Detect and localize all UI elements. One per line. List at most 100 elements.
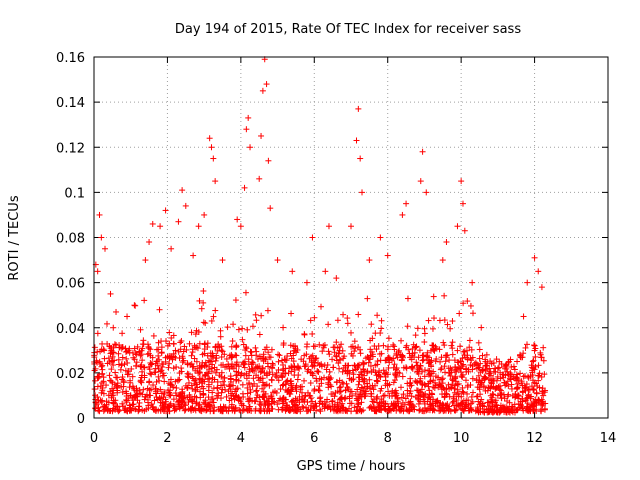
data-point <box>535 397 542 404</box>
data-point <box>207 406 214 413</box>
data-point <box>244 326 251 333</box>
data-point <box>203 362 210 369</box>
data-point <box>108 358 115 365</box>
data-point <box>421 381 428 388</box>
data-point <box>403 364 410 371</box>
data-point <box>91 386 98 393</box>
data-point <box>486 365 493 372</box>
data-point <box>141 297 148 304</box>
data-point <box>266 354 273 361</box>
data-point <box>350 376 357 383</box>
plot-frame <box>93 56 609 419</box>
data-point <box>307 380 314 387</box>
data-point <box>179 394 186 401</box>
data-point <box>466 337 473 344</box>
data-point <box>448 366 455 373</box>
data-point <box>154 362 161 369</box>
data-point <box>268 346 275 353</box>
data-point <box>282 381 289 388</box>
data-point <box>147 370 154 377</box>
data-point <box>508 381 515 388</box>
data-point <box>289 403 296 410</box>
data-point <box>133 385 140 392</box>
data-point <box>239 390 246 397</box>
data-point <box>484 360 491 367</box>
data-point <box>288 368 295 375</box>
data-point <box>186 340 193 347</box>
data-point <box>357 350 364 357</box>
x-tick-label: 2 <box>163 431 171 446</box>
data-point <box>200 288 207 295</box>
data-point <box>185 374 192 381</box>
data-point <box>487 384 494 391</box>
data-point <box>299 383 306 390</box>
data-point <box>412 332 419 339</box>
data-point <box>268 376 275 383</box>
data-point <box>447 384 454 391</box>
data-point <box>377 330 384 337</box>
data-point <box>214 395 221 402</box>
data-point <box>337 395 344 402</box>
data-point <box>495 383 502 390</box>
data-point <box>327 406 334 413</box>
data-point <box>208 396 215 403</box>
data-point <box>205 357 212 364</box>
data-point <box>322 268 329 275</box>
data-point <box>129 373 136 380</box>
data-point <box>241 358 248 365</box>
data-point <box>188 398 195 405</box>
data-point <box>497 369 504 376</box>
data-point <box>126 384 133 391</box>
data-point <box>202 320 209 327</box>
data-point <box>151 397 158 404</box>
data-point <box>477 381 484 388</box>
data-point <box>404 295 411 302</box>
data-point <box>248 361 255 368</box>
data-point <box>393 373 400 380</box>
data-point <box>317 408 324 415</box>
data-point <box>282 396 289 403</box>
data-point <box>210 155 217 162</box>
data-point <box>368 348 375 355</box>
data-point <box>226 383 233 390</box>
data-point <box>420 408 427 415</box>
data-point <box>413 343 420 350</box>
data-point <box>270 389 277 396</box>
data-point <box>434 397 441 404</box>
data-point <box>185 399 192 406</box>
data-point <box>420 392 427 399</box>
data-point <box>333 378 340 385</box>
data-point <box>487 398 494 405</box>
data-point <box>321 398 328 405</box>
data-point <box>196 379 203 386</box>
data-point <box>404 323 411 330</box>
data-point <box>221 375 228 382</box>
data-point <box>425 360 432 367</box>
data-point <box>331 393 338 400</box>
data-point <box>240 341 247 348</box>
data-point <box>435 374 442 381</box>
data-point <box>245 114 252 121</box>
data-point <box>248 349 255 356</box>
data-point <box>225 408 232 415</box>
data-point <box>293 388 300 395</box>
data-point <box>535 268 542 275</box>
data-point <box>403 342 410 349</box>
data-point <box>385 335 392 342</box>
data-point <box>532 345 539 352</box>
data-point <box>329 397 336 404</box>
data-point <box>467 302 474 309</box>
data-point <box>406 408 413 415</box>
data-point <box>311 314 318 321</box>
data-point <box>240 402 247 409</box>
data-point <box>461 227 468 234</box>
data-point <box>407 400 414 407</box>
data-point <box>104 360 111 367</box>
data-point <box>452 378 459 385</box>
data-point <box>296 399 303 406</box>
data-point <box>201 340 208 347</box>
data-point <box>218 373 225 380</box>
data-point <box>212 307 219 314</box>
data-point <box>454 401 461 408</box>
data-point <box>448 342 455 349</box>
